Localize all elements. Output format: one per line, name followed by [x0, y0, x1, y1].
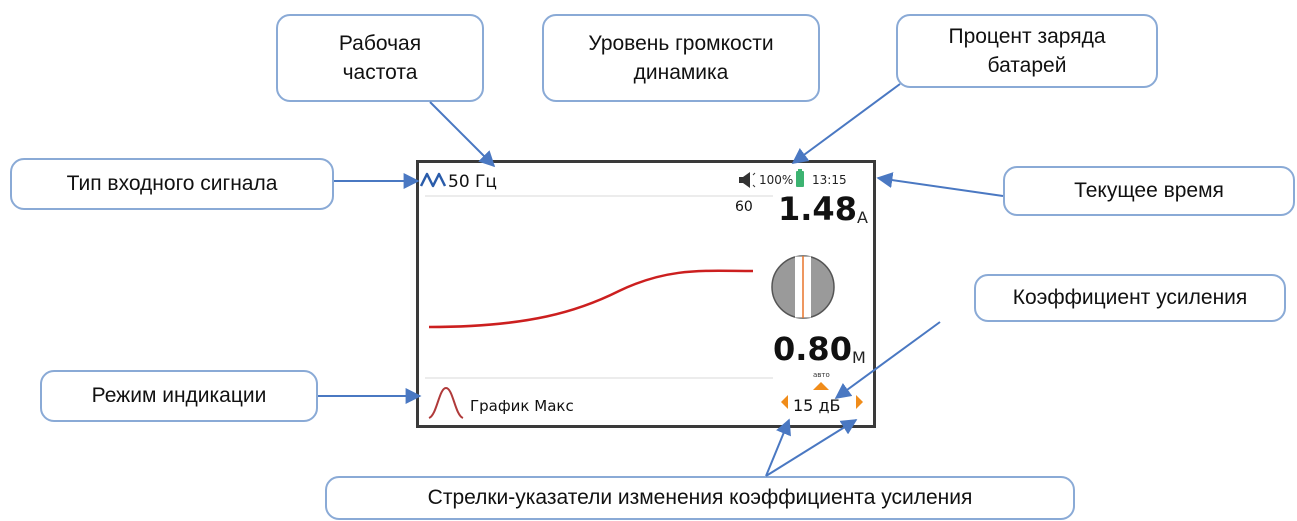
callout-frequency: Рабочая частота [276, 14, 484, 102]
arrow-battery [791, 83, 901, 164]
battery-icon [796, 169, 804, 187]
gain-decrease-arrow[interactable] [781, 395, 788, 409]
signal-curve [428, 269, 754, 329]
current-unit: А [857, 208, 868, 227]
arrow-time [876, 172, 1004, 197]
callout-time: Текущее время [1003, 166, 1295, 216]
callout-volume-text: Уровень громкости динамика [588, 31, 774, 84]
arrow-frequency [429, 101, 496, 168]
display-mode-label: График Макс [470, 397, 574, 415]
auto-gain-up-arrow[interactable] [813, 382, 829, 390]
speaker-icon [739, 172, 756, 188]
sine-wave-icon [419, 172, 447, 188]
callout-gain-text: Коэффициент усиления [1012, 286, 1248, 310]
depth-unit: М [852, 348, 866, 367]
callout-gain: Коэффициент усиления [974, 274, 1286, 322]
callout-time-text: Текущее время [1074, 179, 1224, 203]
screen-graphics [419, 169, 863, 419]
bell-curve-icon [428, 386, 464, 419]
arrow-gain-left [765, 418, 791, 477]
graph-scale-max: 60 [735, 199, 753, 215]
arrow-gain-right [765, 419, 858, 477]
current-time: 13:15 [812, 173, 847, 187]
callout-mode-text: Режим индикации [91, 384, 267, 408]
callout-battery-text: Процент заряда батарей [948, 24, 1106, 77]
callout-arrows-text: Стрелки-указатели изменения коэффициента… [427, 486, 973, 510]
callout-frequency-text: Рабочая частота [338, 31, 422, 84]
callout-volume: Уровень громкости динамика [542, 14, 820, 102]
callout-battery: Процент заряда батарей [896, 14, 1158, 88]
callout-mode: Режим индикации [40, 370, 318, 422]
frequency-value: 50 Гц [448, 172, 497, 192]
arrow-gain [834, 321, 941, 399]
battery-percent: 100% [759, 173, 794, 187]
gain-value: 15 дБ [793, 396, 841, 415]
callout-arrows: Стрелки-указатели изменения коэффициента… [325, 476, 1075, 520]
depth-value: 0.80 [773, 330, 852, 368]
callout-signal-type: Тип входного сигнала [10, 158, 334, 210]
gain-increase-arrow[interactable] [856, 395, 863, 409]
current-value: 1.48 [778, 190, 857, 228]
callout-signal-type-text: Тип входного сигнала [66, 172, 278, 196]
device-screen: 50 Гц 100% 13:15 60 1.48 А 0.80 М авто Г… [416, 160, 876, 428]
auto-label: авто [813, 371, 830, 379]
direction-compass [771, 255, 835, 319]
